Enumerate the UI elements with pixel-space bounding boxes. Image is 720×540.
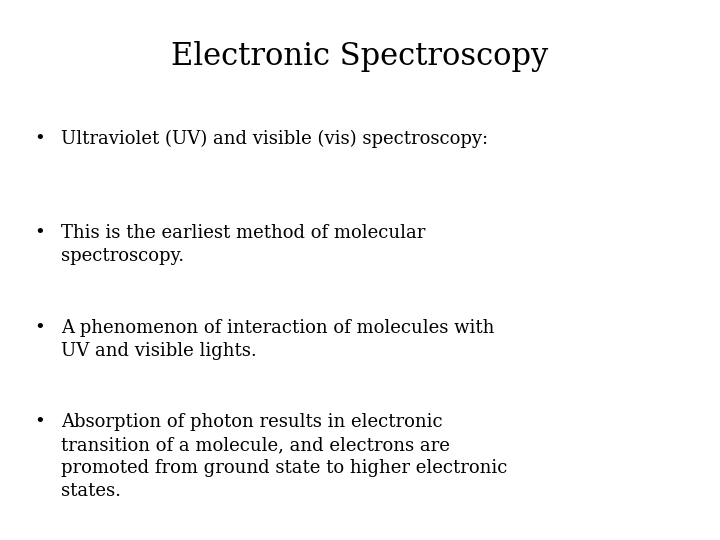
Text: Electronic Spectroscopy: Electronic Spectroscopy bbox=[171, 40, 549, 71]
Text: A phenomenon of interaction of molecules with
UV and visible lights.: A phenomenon of interaction of molecules… bbox=[61, 319, 495, 360]
Text: •: • bbox=[35, 130, 45, 147]
Text: •: • bbox=[35, 413, 45, 431]
Text: This is the earliest method of molecular
spectroscopy.: This is the earliest method of molecular… bbox=[61, 224, 426, 265]
Text: Ultraviolet (UV) and visible (vis) spectroscopy:: Ultraviolet (UV) and visible (vis) spect… bbox=[61, 130, 488, 148]
Text: •: • bbox=[35, 224, 45, 242]
Text: Absorption of photon results in electronic
transition of a molecule, and electro: Absorption of photon results in electron… bbox=[61, 413, 508, 500]
Text: •: • bbox=[35, 319, 45, 336]
